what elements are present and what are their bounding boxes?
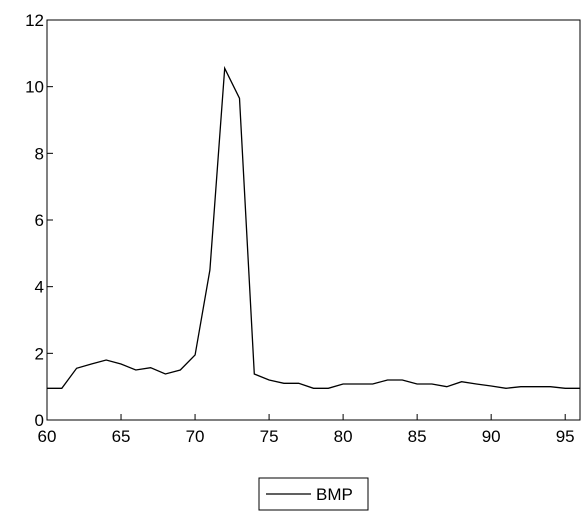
series-line-bmp xyxy=(47,65,580,389)
x-axis: 60 65 70 75 80 85 90 95 xyxy=(38,414,575,446)
legend: BMP xyxy=(258,477,369,511)
legend-label-bmp: BMP xyxy=(316,485,353,504)
y-tick-label-10: 10 xyxy=(25,78,44,97)
y-tick-label-4: 4 xyxy=(35,278,44,297)
x-tick-label-85: 85 xyxy=(408,427,427,446)
x-tick-label-75: 75 xyxy=(260,427,279,446)
y-tick-label-8: 8 xyxy=(35,144,44,163)
y-tick-label-0: 0 xyxy=(35,411,44,430)
y-axis: 0 2 4 6 8 10 12 xyxy=(25,11,53,430)
legend-box xyxy=(258,477,369,511)
x-tick-label-70: 70 xyxy=(186,427,205,446)
x-tick-label-65: 65 xyxy=(112,427,131,446)
x-tick-label-80: 80 xyxy=(334,427,353,446)
y-tick-label-6: 6 xyxy=(35,211,44,230)
x-tick-label-60: 60 xyxy=(38,427,57,446)
y-tick-label-2: 2 xyxy=(35,344,44,363)
plot-frame xyxy=(46,19,581,421)
x-tick-label-90: 90 xyxy=(482,427,501,446)
y-tick-label-12: 12 xyxy=(25,11,44,30)
x-tick-label-95: 95 xyxy=(556,427,575,446)
